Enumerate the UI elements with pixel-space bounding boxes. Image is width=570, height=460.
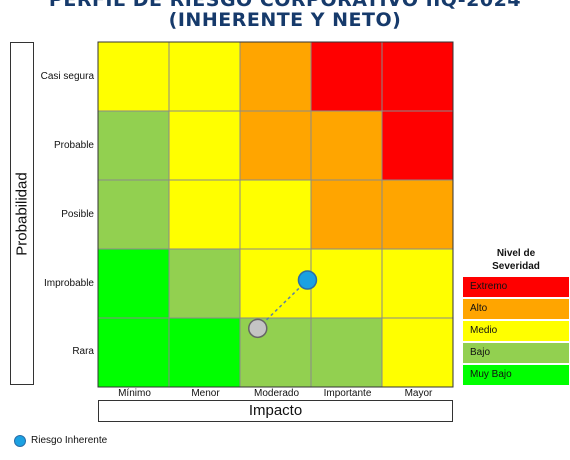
x-tick-label-menor: Menor — [191, 388, 220, 399]
y-axis-label-box: Probabilidad — [10, 42, 34, 385]
matrix-cell-r2-c5 — [381, 110, 454, 181]
matrix-border — [97, 41, 454, 388]
legend-item-extremo: Extremo — [463, 277, 569, 297]
severity-legend-title: Nivel de Severidad — [463, 247, 569, 273]
riesgo-neto-point — [248, 318, 268, 339]
matrix-cell-r4-c2 — [168, 248, 241, 319]
matrix-cell-r3-c2 — [168, 179, 241, 250]
matrix-cell-r2-c2 — [168, 110, 241, 181]
matrix-cell-r2-c1 — [97, 110, 170, 181]
legend-item-alto: Alto — [463, 299, 569, 319]
matrix-cell-r3-c3 — [239, 179, 312, 250]
severity-legend-title-line-1: Nivel de — [496, 248, 536, 259]
matrix-cell-r1-c3 — [239, 41, 312, 112]
matrix-cell-r3-c5 — [381, 179, 454, 250]
y-tick-label-casi-segura: Casi segura — [40, 71, 94, 82]
matrix-cell-r4-c4 — [310, 248, 383, 319]
x-axis-label: Impacto — [98, 400, 453, 422]
y-tick-label-posible: Posible — [61, 209, 94, 220]
matrix-cell-r3-c4 — [310, 179, 383, 250]
x-tick-label-importante: Importante — [323, 388, 372, 399]
riesgo-inherente-marker-icon — [14, 435, 26, 447]
x-tick-label-mayor: Mayor — [404, 388, 433, 399]
matrix-cell-r5-c1 — [97, 317, 170, 388]
severity-legend-title-line-2: Severidad — [492, 261, 540, 272]
matrix-cell-r5-c2 — [168, 317, 241, 388]
riesgo-inherente-point — [297, 270, 318, 290]
x-tick-label-moderado: Moderado — [253, 388, 300, 399]
series-legend: Riesgo Inherente — [14, 434, 107, 448]
matrix-cell-r3-c1 — [97, 179, 170, 250]
matrix-cell-r4-c5 — [381, 248, 454, 319]
y-tick-label-probable: Probable — [53, 140, 94, 151]
x-tick-label-minimo: Mínimo — [118, 388, 151, 399]
legend-item-muy-bajo: Muy Bajo — [463, 365, 569, 385]
matrix-cell-r1-c2 — [168, 41, 241, 112]
chart-title-line-1: PERFIL DE RIESGO CORPORATIVO IIQ-2024 — [48, 0, 522, 11]
matrix-cell-r2-c4 — [310, 110, 383, 181]
matrix-cell-r5-c5 — [381, 317, 454, 388]
y-tick-label-rara: Rara — [72, 346, 94, 357]
matrix-cell-r4-c1 — [97, 248, 170, 319]
legend-item-medio: Medio — [463, 321, 569, 341]
matrix-cell-r2-c3 — [239, 110, 312, 181]
matrix-cell-r1-c5 — [381, 41, 454, 112]
matrix-cell-r5-c4 — [310, 317, 383, 388]
chart-title-line-2: (INHERENTE Y NETO) — [168, 9, 402, 31]
matrix-cell-r1-c4 — [310, 41, 383, 112]
matrix-cell-r1-c1 — [97, 41, 170, 112]
y-tick-label-improbable: Improbable — [43, 278, 94, 289]
legend-item-bajo: Bajo — [463, 343, 569, 363]
series-legend-label: Riesgo Inherente — [31, 435, 108, 446]
